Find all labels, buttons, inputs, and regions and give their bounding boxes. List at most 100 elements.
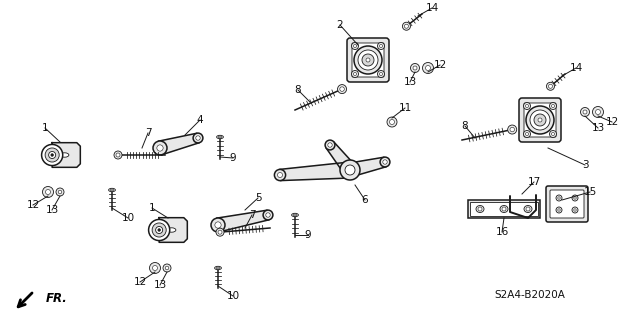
Ellipse shape — [293, 214, 297, 216]
Text: 12: 12 — [605, 117, 619, 127]
Bar — [470, 202, 538, 216]
Text: 14: 14 — [570, 63, 582, 73]
Circle shape — [510, 127, 515, 132]
Circle shape — [42, 187, 54, 197]
Circle shape — [548, 84, 552, 88]
Circle shape — [390, 120, 394, 124]
Text: 1: 1 — [42, 123, 48, 133]
Text: 3: 3 — [582, 160, 588, 170]
Text: 11: 11 — [398, 103, 412, 113]
Bar — [468, 200, 540, 218]
Circle shape — [366, 58, 370, 62]
Circle shape — [593, 107, 604, 117]
Text: 9: 9 — [305, 230, 311, 240]
Text: FR.: FR. — [46, 292, 68, 305]
Polygon shape — [280, 162, 351, 181]
Circle shape — [45, 148, 59, 162]
Text: 13: 13 — [154, 280, 166, 290]
Circle shape — [413, 66, 417, 70]
Text: 17: 17 — [527, 177, 541, 187]
Circle shape — [211, 218, 225, 232]
Circle shape — [380, 157, 390, 167]
Circle shape — [552, 105, 554, 108]
Circle shape — [404, 24, 408, 28]
Text: 7: 7 — [145, 128, 151, 138]
Text: 13: 13 — [45, 205, 59, 215]
Circle shape — [502, 207, 506, 211]
Circle shape — [343, 163, 357, 177]
Text: 2: 2 — [337, 20, 343, 30]
Circle shape — [410, 63, 419, 72]
Circle shape — [347, 167, 353, 173]
Circle shape — [538, 118, 542, 122]
Circle shape — [343, 163, 357, 177]
Circle shape — [524, 102, 531, 109]
Circle shape — [524, 130, 531, 137]
Ellipse shape — [218, 136, 221, 138]
Circle shape — [353, 72, 356, 76]
Circle shape — [351, 70, 358, 78]
Circle shape — [165, 266, 169, 270]
Circle shape — [278, 173, 282, 177]
Circle shape — [152, 223, 166, 237]
Circle shape — [158, 229, 161, 231]
Circle shape — [380, 72, 383, 76]
Ellipse shape — [500, 205, 508, 212]
Circle shape — [552, 132, 554, 136]
Circle shape — [347, 167, 353, 173]
Circle shape — [328, 143, 332, 147]
Circle shape — [354, 46, 382, 74]
Circle shape — [378, 70, 385, 78]
Circle shape — [556, 207, 562, 213]
Ellipse shape — [60, 153, 69, 157]
Circle shape — [526, 207, 530, 211]
Circle shape — [56, 188, 64, 196]
Circle shape — [337, 85, 346, 93]
Circle shape — [58, 190, 62, 194]
Circle shape — [45, 189, 51, 195]
Circle shape — [215, 222, 221, 228]
Text: S2A4-B2020A: S2A4-B2020A — [495, 290, 565, 300]
Ellipse shape — [216, 267, 220, 269]
Circle shape — [163, 264, 171, 272]
Circle shape — [387, 117, 397, 127]
Circle shape — [362, 54, 374, 66]
Circle shape — [114, 151, 122, 159]
Text: 5: 5 — [255, 193, 261, 203]
Text: 10: 10 — [122, 213, 134, 223]
Circle shape — [556, 195, 562, 201]
Polygon shape — [326, 142, 355, 174]
Circle shape — [275, 169, 285, 181]
Circle shape — [403, 22, 410, 30]
Circle shape — [150, 263, 161, 273]
Circle shape — [346, 167, 354, 174]
Text: 13: 13 — [403, 77, 417, 87]
Circle shape — [534, 114, 546, 126]
Circle shape — [340, 87, 344, 91]
Circle shape — [550, 102, 557, 109]
Circle shape — [580, 108, 589, 116]
Polygon shape — [348, 157, 386, 177]
Ellipse shape — [214, 266, 221, 270]
Circle shape — [558, 197, 560, 199]
Polygon shape — [52, 143, 81, 167]
Circle shape — [572, 207, 578, 213]
Circle shape — [263, 210, 273, 220]
Circle shape — [572, 195, 578, 201]
Text: 13: 13 — [591, 123, 605, 133]
Polygon shape — [158, 133, 199, 155]
Circle shape — [525, 132, 529, 136]
Circle shape — [51, 154, 54, 156]
Text: 12: 12 — [433, 60, 447, 70]
Circle shape — [525, 105, 529, 108]
Ellipse shape — [110, 189, 114, 191]
Circle shape — [266, 213, 270, 217]
Text: 4: 4 — [196, 115, 204, 125]
Circle shape — [547, 82, 554, 90]
Circle shape — [550, 130, 557, 137]
FancyBboxPatch shape — [347, 38, 389, 82]
Text: 9: 9 — [230, 153, 236, 163]
Circle shape — [351, 42, 358, 49]
Ellipse shape — [476, 205, 484, 212]
Circle shape — [218, 230, 222, 234]
